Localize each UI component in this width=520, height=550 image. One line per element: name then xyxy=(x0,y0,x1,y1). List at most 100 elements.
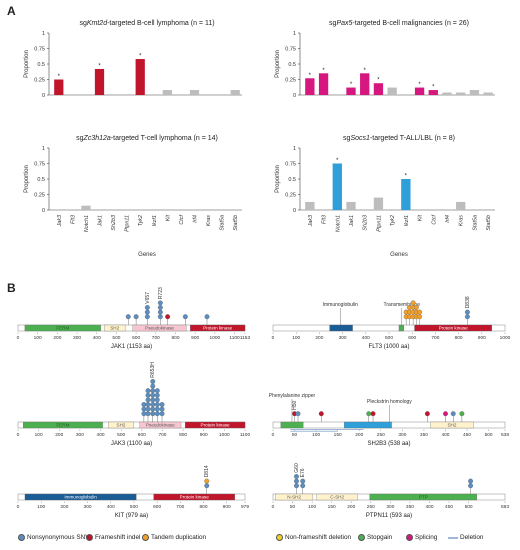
y-tick-label: 0.5 xyxy=(288,62,296,68)
bar-ctcf xyxy=(428,90,438,95)
y-tick-label: 0.25 xyxy=(285,193,296,199)
legend-dot-swatch xyxy=(276,534,283,541)
significance-marker: * xyxy=(139,54,142,60)
significance-marker: * xyxy=(58,74,61,80)
mutation-label: R723 xyxy=(158,287,164,299)
mutation-dot xyxy=(150,402,156,407)
axis-tick-label: 900 xyxy=(223,504,231,510)
mutation-dot xyxy=(318,411,324,417)
significance-marker: * xyxy=(364,68,367,74)
mutation-dot xyxy=(204,483,210,489)
legend-dot-swatch xyxy=(18,534,25,541)
mutation-dot xyxy=(154,411,160,417)
legend-item: Splicing xyxy=(406,534,437,541)
axis-tick-label: 300 xyxy=(84,504,92,510)
axis-tick-label: 600 xyxy=(138,432,146,438)
y-tick-label: 0.5 xyxy=(37,177,45,183)
axis-tick-label: 900 xyxy=(191,335,199,341)
x-tick-label: Sh2b3 xyxy=(111,215,117,231)
callout-label: Pleckstrin homology xyxy=(367,399,412,405)
axis-tick-label: 300 xyxy=(339,335,347,341)
axis-tick-label: 538 xyxy=(501,432,509,438)
bar-notch1 xyxy=(81,205,91,210)
axis-tick-label: 400 xyxy=(425,504,433,510)
y-tick-label: 0 xyxy=(42,93,45,99)
axis-tick-label: 0 xyxy=(272,504,275,510)
axis-tick-label: 100 xyxy=(308,504,316,510)
mutation-dot xyxy=(204,478,210,484)
significance-marker: * xyxy=(322,68,325,74)
axis-tick-label: 900 xyxy=(200,432,208,438)
gene-label: PTPN11 (593 aa) xyxy=(366,513,412,519)
mutation-dot xyxy=(300,483,306,489)
domain-label: SH2 xyxy=(117,423,126,428)
bar-ptpn11 xyxy=(373,83,384,95)
lollipop-jak3: FERM SH2 Pseudokinase Protein kinase 0 100 200… xyxy=(17,362,251,447)
axis-tick-label: 1153 xyxy=(240,335,251,341)
mutation-dot xyxy=(145,411,151,417)
axis-tick-label: 0 xyxy=(17,335,20,341)
bar-chart-3: sgZc3h12a-targeted T-cell lymphoma (n = … xyxy=(24,135,242,258)
x-tick-label: Ctcf xyxy=(431,215,437,225)
protein-backbone xyxy=(272,324,506,332)
y-tick-label: 0 xyxy=(42,208,45,214)
mutation-dot xyxy=(150,406,156,412)
y-tick-label: 0.75 xyxy=(34,162,45,168)
axis-tick-label: 700 xyxy=(152,335,160,341)
y-tick-label: 0 xyxy=(293,208,296,214)
axis-tick-label: 700 xyxy=(158,432,166,438)
y-tick-label: 0 xyxy=(293,93,296,99)
y-tick-label: 1 xyxy=(42,31,45,37)
bar-kras xyxy=(456,201,466,210)
axis-tick-label: 150 xyxy=(328,504,336,510)
axis-tick-label: 900 xyxy=(478,335,486,341)
mutation-dot xyxy=(150,379,156,384)
y-tick-label: 0.5 xyxy=(288,177,296,183)
mutation-dot xyxy=(366,411,372,417)
mutation-dot xyxy=(157,305,163,310)
x-tick-label: Ctcf xyxy=(179,215,185,225)
axis-tick-label: 800 xyxy=(179,432,187,438)
bar-flt3 xyxy=(318,73,329,95)
mutation-dot xyxy=(145,388,151,394)
axis-tick-label: 500 xyxy=(117,432,125,438)
legend-label: Nonsynonymous SNV xyxy=(27,534,90,541)
domain xyxy=(132,324,187,332)
mutation-dot xyxy=(417,314,423,320)
domain-label: Immunoglobulin xyxy=(64,495,97,500)
axis-tick-label: 100 xyxy=(35,432,43,438)
significance-marker: * xyxy=(350,82,353,88)
axis-tick-label: 700 xyxy=(431,335,439,341)
domain-label: Protein kinase xyxy=(201,423,231,428)
x-axis-label: Genes xyxy=(138,252,156,258)
mutation-dot xyxy=(150,383,156,389)
axis-tick-label: 200 xyxy=(355,432,363,438)
axis-tick-label: 100 xyxy=(34,335,42,341)
axis-tick-label: 200 xyxy=(315,335,323,341)
axis-tick-label: 100 xyxy=(312,432,320,438)
mutation-dot xyxy=(294,474,299,479)
significance-marker: * xyxy=(432,85,435,91)
axis-tick-label: 1100 xyxy=(229,335,240,341)
mutation-dot xyxy=(204,314,210,320)
domain xyxy=(369,493,477,501)
legend-item: Deletion xyxy=(448,534,483,541)
x-tick-label: Kras xyxy=(206,215,212,226)
mutation-label: D838 xyxy=(465,296,471,308)
mutation-dot xyxy=(133,314,139,320)
legend-item: Frameshift indel xyxy=(86,534,140,541)
axis-tick-label: 800 xyxy=(199,504,207,510)
x-tick-label: Jak3 xyxy=(308,215,314,227)
axis-tick-label: 350 xyxy=(406,504,414,510)
mutation-label: H50 xyxy=(292,401,298,410)
domain xyxy=(398,324,404,332)
axis-tick-label: 979 xyxy=(241,504,249,510)
domain-label: PTP xyxy=(419,495,428,500)
domain-label: C-SH2 xyxy=(330,495,344,500)
mutation-dot xyxy=(157,309,163,315)
mutation-dot xyxy=(141,411,147,417)
chart-title: sgZc3h12a-targeted T-cell lymphoma (n = … xyxy=(76,135,218,142)
axis-tick-label: 800 xyxy=(455,335,463,341)
domain xyxy=(329,324,353,332)
bar-ikzf1 xyxy=(401,179,411,210)
